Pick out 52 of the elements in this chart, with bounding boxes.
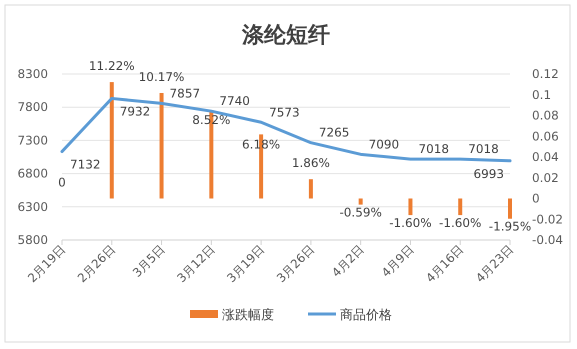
y2-tick-label: 0 <box>532 192 540 206</box>
data-label: -0.59% <box>339 206 382 220</box>
y2-tick-label: -0.04 <box>532 233 564 247</box>
x-tick-label: 3月26日 <box>274 242 318 286</box>
x-tick-label: 4月9日 <box>378 242 417 280</box>
data-label: 7265 <box>318 126 350 140</box>
y-tick-label: 8300 <box>17 67 48 81</box>
data-label: 7573 <box>269 105 300 120</box>
data-label: 7018 <box>468 142 499 156</box>
data-label: 7132 <box>70 158 101 172</box>
data-label: 7090 <box>368 137 400 152</box>
data-label: 10.17% <box>138 70 184 84</box>
bar <box>308 179 313 198</box>
bar <box>160 92 164 198</box>
x-tick-label: 4月2日 <box>329 242 367 280</box>
x-tick-label: 4月23日 <box>473 242 516 286</box>
data-label: 1.86% <box>292 156 330 170</box>
bar <box>110 82 114 198</box>
y-tick-label: 7800 <box>17 100 48 114</box>
data-label: 11.22% <box>88 59 135 74</box>
y2-tick-label: 0.04 <box>532 150 559 164</box>
data-label: 0 <box>58 176 66 190</box>
bar <box>508 198 512 219</box>
data-label: -1.95% <box>488 220 532 234</box>
y2-tick-label: 0.06 <box>532 129 559 144</box>
x-tick-label: 3月19日 <box>224 242 268 286</box>
data-label: 7857 <box>170 86 200 100</box>
bar <box>458 198 462 216</box>
data-label: 7932 <box>120 104 150 118</box>
x-tick-label: 4月16日 <box>423 242 466 286</box>
data-label: 7740 <box>219 94 250 108</box>
data-label: 7018 <box>418 142 449 156</box>
legend-label: 涨跌幅度 <box>222 307 274 323</box>
chart-title: 涤纶短纤 <box>241 23 330 48</box>
x-tick-label: 2月26日 <box>74 242 118 286</box>
y2-tick-label: 0.02 <box>532 170 559 185</box>
x-tick-label: 3月5日 <box>130 242 168 280</box>
y-tick-label: 6300 <box>17 200 48 214</box>
y-tick-label: 5800 <box>17 233 48 247</box>
data-label: -1.60% <box>389 216 432 230</box>
bar <box>358 198 363 205</box>
y2-tick-label: 0.1 <box>532 88 552 102</box>
legend-label: 商品价格 <box>340 308 392 323</box>
data-label: -1.60% <box>438 216 482 230</box>
y-tick-label: 7300 <box>17 133 48 148</box>
y2-tick-label: -0.02 <box>532 212 564 226</box>
y-tick-label: 6800 <box>17 166 48 181</box>
bar <box>408 198 412 216</box>
x-tick-label: 3月12日 <box>174 242 218 286</box>
data-label: 6993 <box>473 166 504 181</box>
y2-tick-label: 0.12 <box>532 67 559 81</box>
y2-tick-label: 0.08 <box>532 108 559 122</box>
